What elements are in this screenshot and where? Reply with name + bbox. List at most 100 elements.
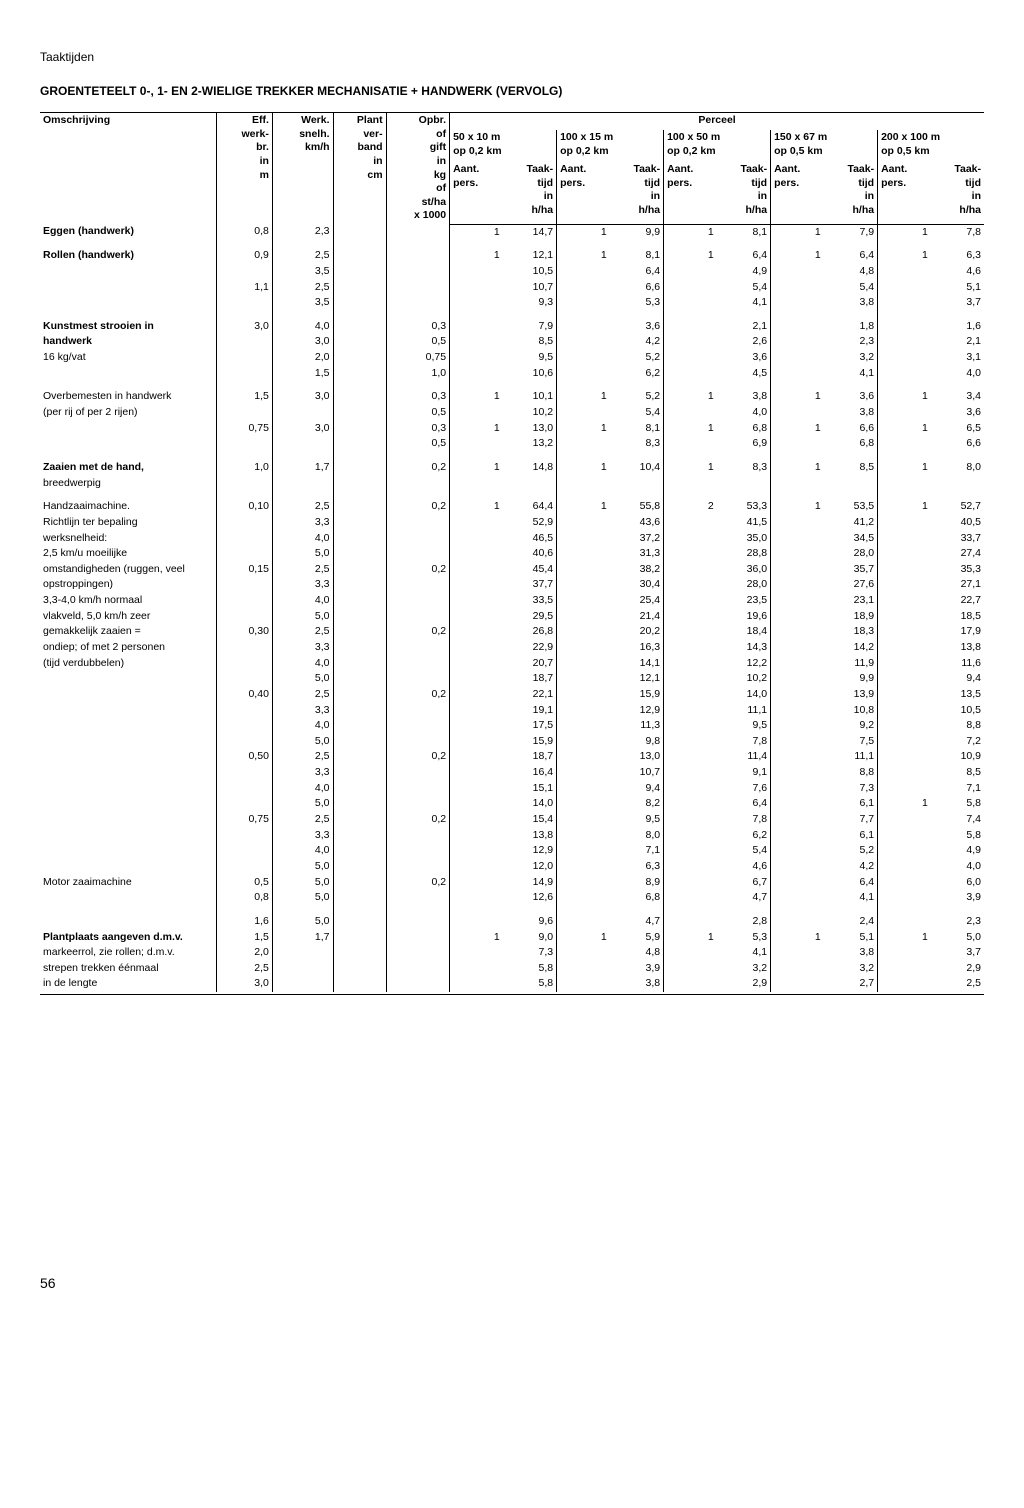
cell: ondiep; of met 2 personen — [40, 640, 217, 656]
cell — [771, 381, 824, 389]
cell — [557, 405, 610, 421]
cell — [450, 280, 503, 296]
cell — [878, 334, 931, 350]
cell — [333, 460, 386, 476]
cell — [771, 945, 824, 961]
cell — [386, 796, 450, 812]
cell — [664, 491, 717, 499]
cell — [664, 515, 717, 531]
cell — [503, 452, 557, 460]
cell — [217, 381, 273, 389]
cell: 7,9 — [824, 224, 878, 240]
cell — [386, 734, 450, 750]
col-header: Omschrijving — [40, 113, 217, 225]
cell: Zaaien met de hand, — [40, 460, 217, 476]
table-row: Zaaien met de hand,1,01,70,2114,8110,418… — [40, 460, 984, 476]
cell: 25,4 — [610, 593, 664, 609]
cell: 5,0 — [272, 875, 333, 891]
cell: 2,9 — [717, 976, 771, 992]
cell — [217, 405, 273, 421]
cell: 53,5 — [824, 499, 878, 515]
cell: 18,9 — [824, 609, 878, 625]
cell — [878, 945, 931, 961]
cell — [664, 703, 717, 719]
cell: 20,2 — [610, 624, 664, 640]
cell — [771, 671, 824, 687]
cell: 23,1 — [824, 593, 878, 609]
cell: 1 — [878, 796, 931, 812]
cell — [450, 240, 503, 248]
cell — [557, 890, 610, 906]
cell — [557, 577, 610, 593]
cell: 4,0 — [272, 843, 333, 859]
cell: 0,30 — [217, 624, 273, 640]
cell: 8,3 — [717, 460, 771, 476]
cell — [217, 295, 273, 311]
cell: 5,8 — [931, 828, 984, 844]
cell — [878, 366, 931, 382]
cell — [217, 452, 273, 460]
cell — [217, 515, 273, 531]
cell: 3,2 — [824, 961, 878, 977]
cell — [664, 280, 717, 296]
cell — [40, 890, 217, 906]
cell: 10,7 — [503, 280, 557, 296]
cell: 3,3 — [272, 765, 333, 781]
table-row: ondiep; of met 2 personen3,322,916,314,3… — [40, 640, 984, 656]
cell — [771, 319, 824, 335]
cell: 2,5 — [217, 961, 273, 977]
cell — [557, 334, 610, 350]
cell — [664, 640, 717, 656]
cell: 4,7 — [610, 914, 664, 930]
cell: 8,5 — [824, 460, 878, 476]
cell: 1 — [878, 460, 931, 476]
cell — [610, 452, 664, 460]
cell — [557, 843, 610, 859]
cell — [610, 381, 664, 389]
cell — [386, 828, 450, 844]
cell: 5,0 — [272, 546, 333, 562]
cell: 27,4 — [931, 546, 984, 562]
cell: 12,1 — [503, 248, 557, 264]
cell: 33,5 — [503, 593, 557, 609]
cell — [557, 914, 610, 930]
cell: 5,2 — [610, 350, 664, 366]
cell — [557, 240, 610, 248]
cell — [40, 796, 217, 812]
cell: 4,0 — [717, 405, 771, 421]
cell — [878, 609, 931, 625]
cell: 12,6 — [503, 890, 557, 906]
cell — [771, 577, 824, 593]
cell: 7,3 — [503, 945, 557, 961]
cell: 16,4 — [503, 765, 557, 781]
cell — [40, 734, 217, 750]
cell: 5,0 — [931, 930, 984, 946]
cell — [878, 976, 931, 992]
cell — [610, 476, 664, 492]
cell: 1,6 — [217, 914, 273, 930]
cell: 17,5 — [503, 718, 557, 734]
cell: 10,9 — [931, 749, 984, 765]
cell: 2,5 — [272, 812, 333, 828]
cell: 1 — [664, 224, 717, 240]
cell — [450, 491, 503, 499]
cell — [333, 546, 386, 562]
cell: 9,9 — [824, 671, 878, 687]
cell: 0,10 — [217, 499, 273, 515]
table-row: 0,752,50,215,49,57,87,77,4 — [40, 812, 984, 828]
cell — [40, 452, 217, 460]
cell: 1 — [557, 224, 610, 240]
cell — [333, 640, 386, 656]
cell: 30,4 — [610, 577, 664, 593]
cell: 1 — [557, 460, 610, 476]
cell: 7,2 — [931, 734, 984, 750]
table-row: Eggen (handwerk)0,82,3114,719,918,117,91… — [40, 224, 984, 240]
cell — [450, 264, 503, 280]
cell: 0,2 — [386, 687, 450, 703]
cell — [333, 248, 386, 264]
cell: breedwerpig — [40, 476, 217, 492]
cell: 1 — [557, 389, 610, 405]
cell — [333, 976, 386, 992]
cell: 2,9 — [931, 961, 984, 977]
cell — [333, 240, 386, 248]
